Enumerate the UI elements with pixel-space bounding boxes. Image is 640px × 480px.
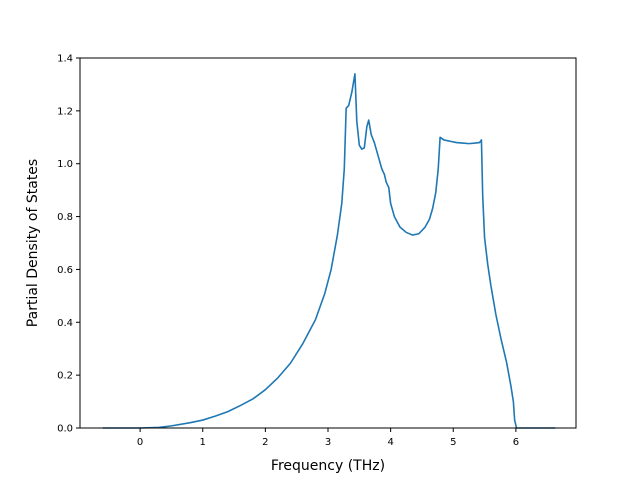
y-tick-label: 0.2 — [57, 371, 73, 382]
y-tick-label: 1.2 — [57, 106, 73, 117]
y-tick-label: 1.0 — [57, 159, 73, 170]
y-axis-ticks: 0.0 0.2 0.4 0.6 0.8 1.0 1.2 1.4 — [57, 54, 80, 435]
y-tick-label: 0.8 — [57, 212, 73, 223]
y-tick-label: 0.6 — [57, 265, 73, 276]
series-line-0 — [102, 73, 556, 429]
x-axis-label: Frequency (THz) — [271, 458, 385, 474]
x-axis-ticks: 0 1 2 3 4 5 6 — [137, 428, 519, 448]
y-tick-label: 0.0 — [57, 424, 73, 435]
y-tick-label: 1.4 — [57, 54, 73, 65]
x-tick-label: 2 — [262, 437, 268, 448]
x-tick-label: 3 — [325, 437, 331, 448]
y-tick-label: 0.4 — [57, 318, 73, 329]
x-tick-label: 5 — [450, 437, 456, 448]
x-tick-label: 0 — [137, 437, 143, 448]
y-axis-label: Partial Density of States — [25, 159, 41, 327]
x-tick-label: 1 — [200, 437, 206, 448]
x-tick-label: 4 — [387, 437, 393, 448]
plot-area — [102, 73, 556, 429]
x-tick-label: 6 — [513, 437, 519, 448]
